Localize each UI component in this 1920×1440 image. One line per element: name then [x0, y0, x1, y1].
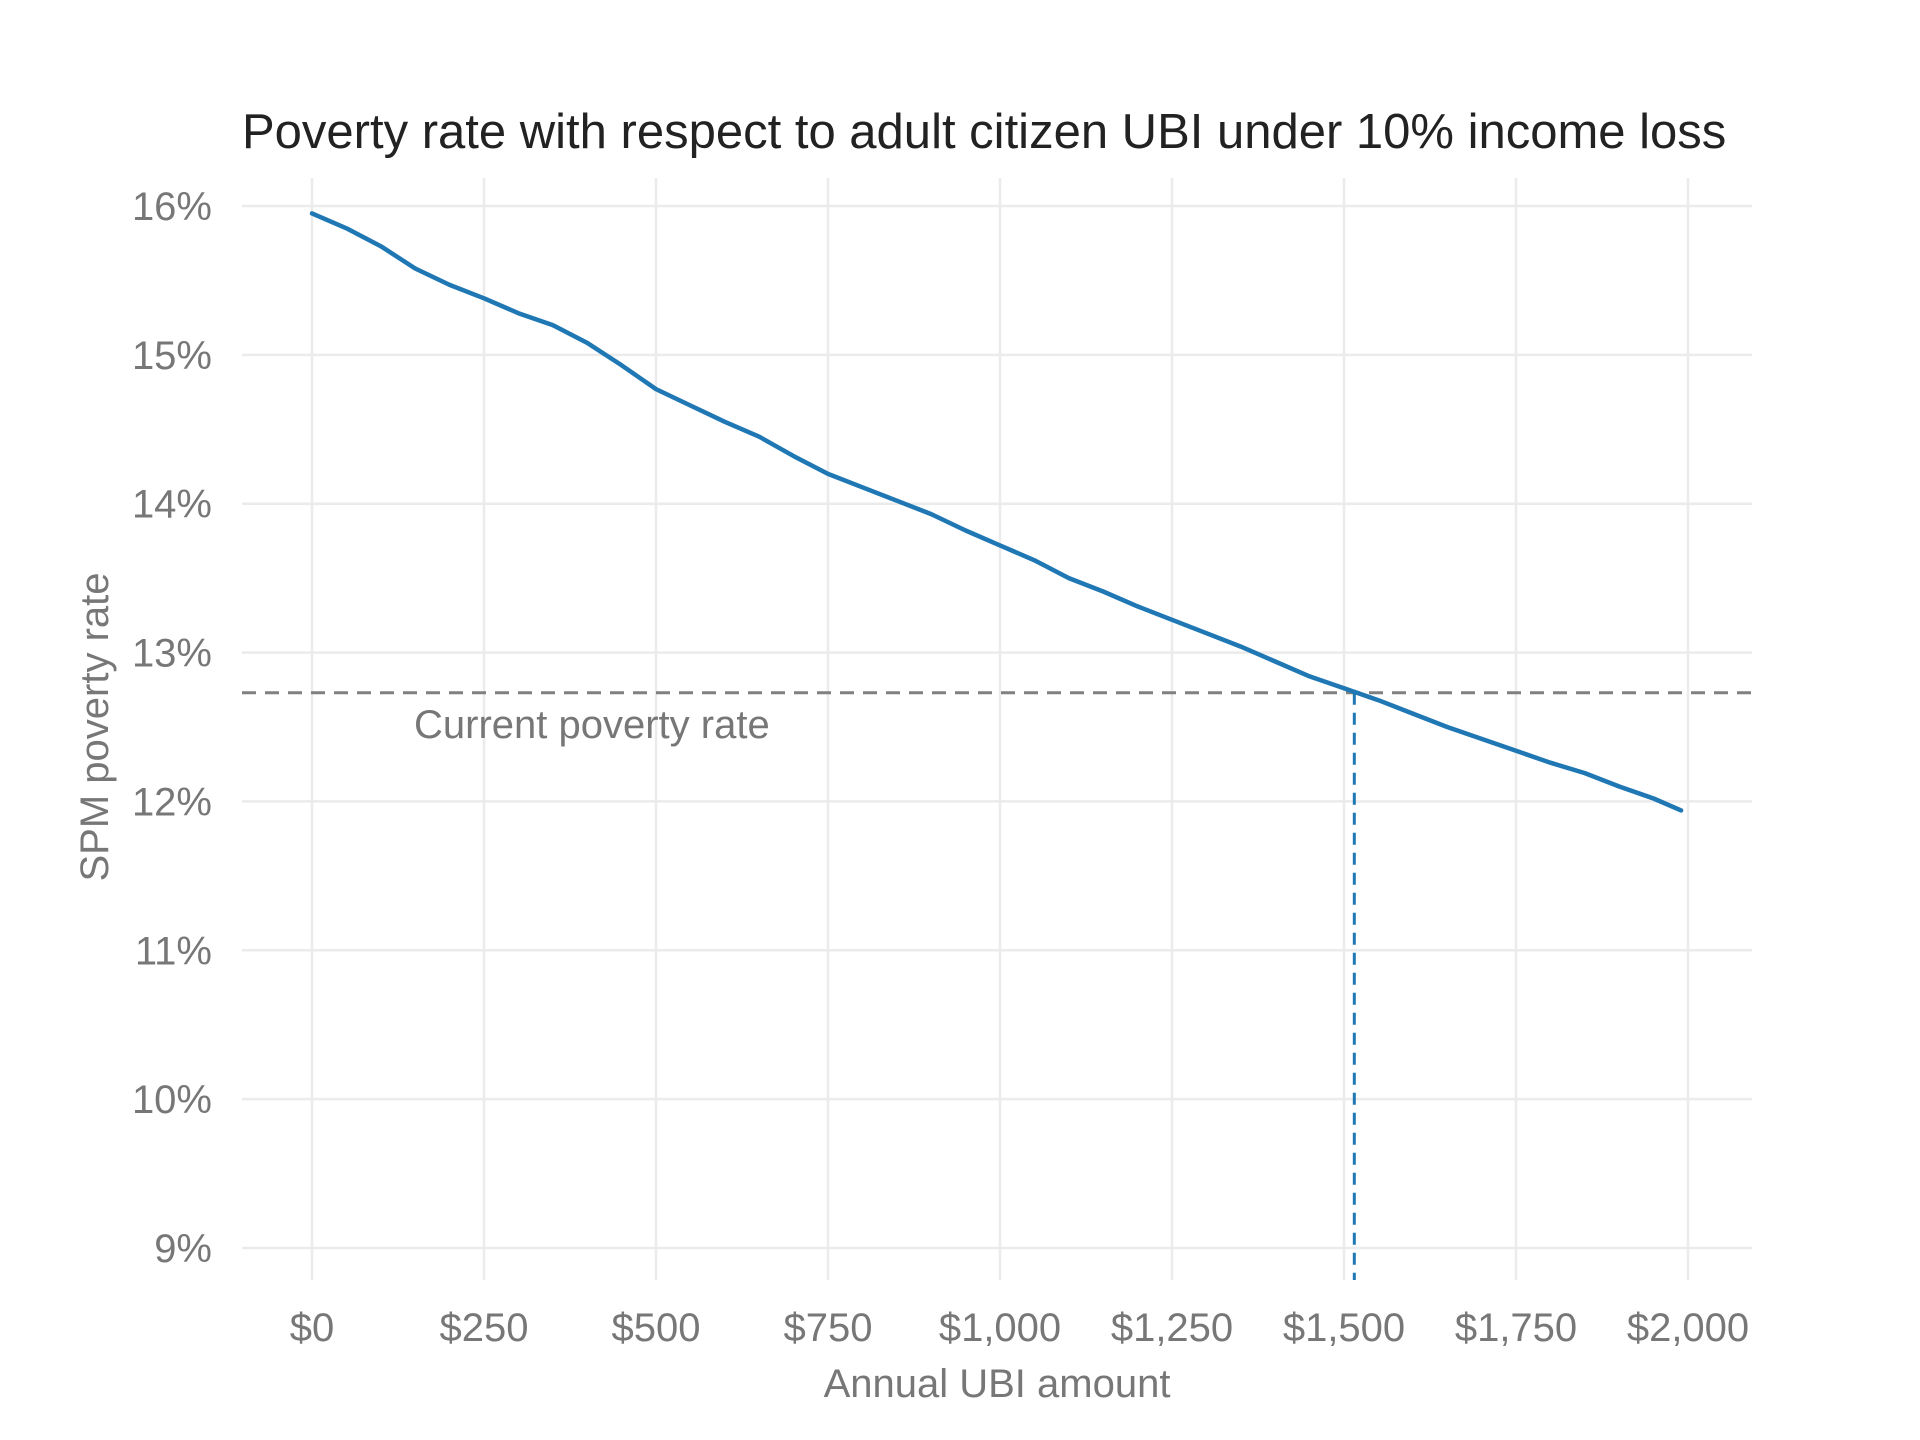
reference-lines: [242, 691, 1752, 1280]
x-tick-label: $750: [784, 1306, 873, 1350]
y-tick-label: 9%: [154, 1227, 212, 1271]
y-axis-label: SPM poverty rate: [73, 572, 117, 881]
x-tick-label: $1,250: [1111, 1306, 1233, 1350]
y-tick-label: 11%: [135, 929, 212, 973]
y-tick-label: 10%: [132, 1078, 212, 1122]
y-tick-label: 12%: [132, 780, 212, 824]
y-axis-ticks: 9% 10% 11% 12% 13% 14% 15% 16%: [132, 185, 212, 1271]
x-axis-ticks: $0 $250 $500 $750 $1,000 $1,250 $1,500 $1,750 $2…: [290, 1306, 1749, 1350]
current-poverty-rate-label: Current poverty rate: [414, 703, 770, 747]
chart-title: Poverty rate with respect to adult citiz…: [242, 105, 1726, 159]
x-tick-label: $1,000: [939, 1306, 1061, 1350]
poverty-rate-line: [309, 211, 1684, 813]
x-tick-label: $250: [440, 1306, 529, 1350]
x-tick-label: $1,500: [1283, 1306, 1405, 1350]
x-tick-label: $500: [612, 1306, 701, 1350]
grid-layer: [242, 178, 1752, 1280]
x-tick-label: $1,750: [1455, 1306, 1577, 1350]
y-tick-label: 16%: [132, 185, 212, 229]
x-tick-label: $0: [290, 1306, 335, 1350]
x-axis-label: Annual UBI amount: [824, 1362, 1171, 1406]
y-tick-label: 13%: [132, 632, 212, 676]
x-tick-label: $2,000: [1627, 1306, 1749, 1350]
y-tick-label: 15%: [132, 334, 212, 378]
y-tick-label: 14%: [132, 483, 212, 527]
series-layer: [309, 211, 1684, 813]
